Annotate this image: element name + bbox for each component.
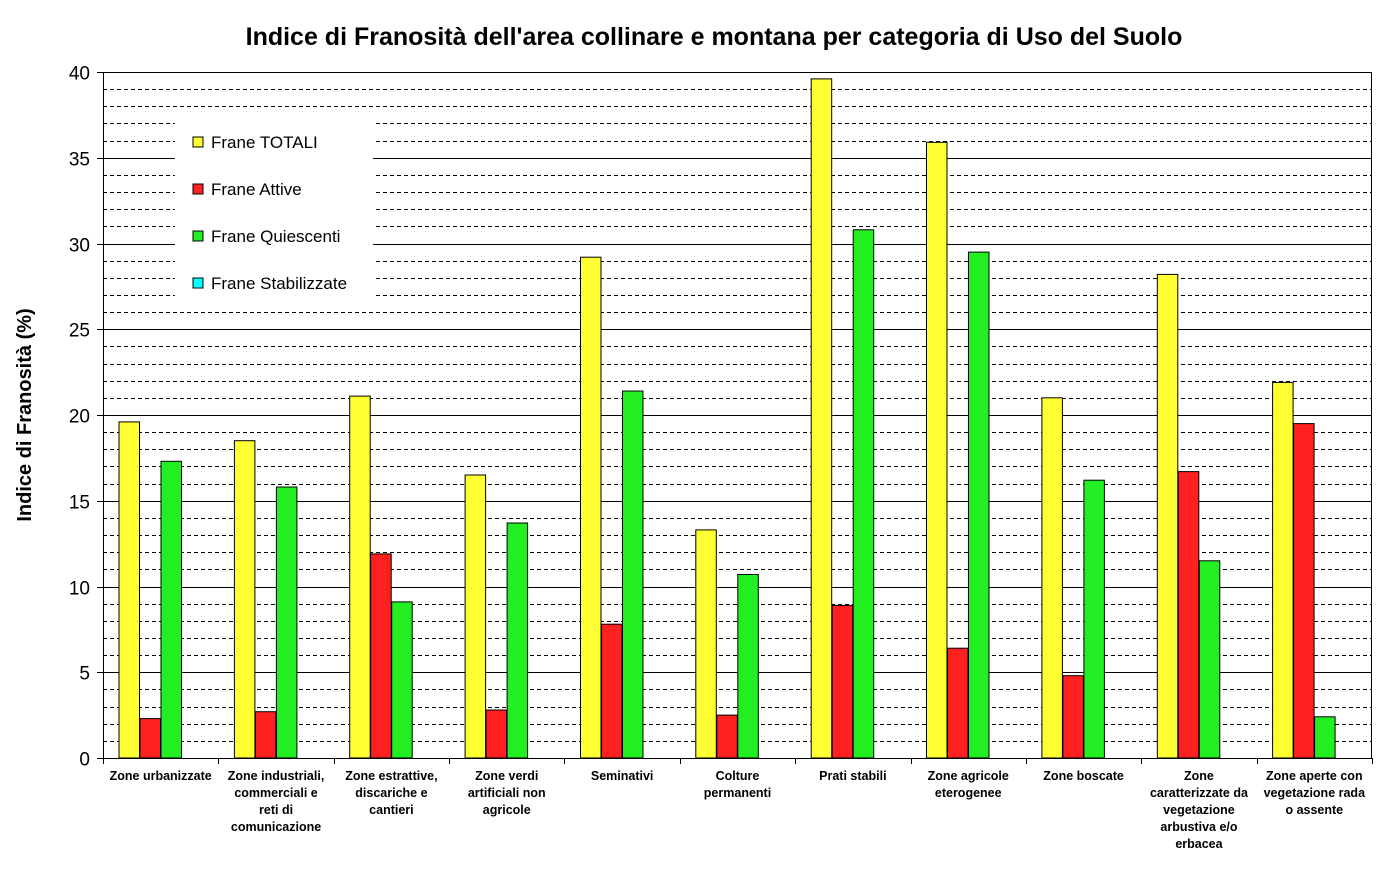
bar-frane-attive: [601, 623, 623, 759]
y-tick-label: 15: [69, 493, 90, 514]
bar-frane-quiescenti: [160, 460, 182, 759]
bar-frane-attive: [485, 709, 508, 759]
x-tick-label: Zone urbanizzate: [110, 769, 212, 783]
y-tick-label: 0: [79, 750, 90, 771]
y-tick-label: 20: [69, 407, 90, 428]
y-tick-label: 30: [69, 236, 90, 257]
bar-frane-attive: [716, 714, 738, 759]
bar-frane-quiescenti: [1314, 716, 1336, 759]
x-tick-label: Zone aperte con vegetazione rada o assente: [1264, 769, 1366, 817]
x-tick-labels: Zone urbanizzate Zone industriali, commerc…: [110, 769, 1366, 851]
chart-title: Indice di Franosità dell'area collinare …: [246, 23, 1183, 51]
legend-label: Frane Attive: [211, 180, 302, 199]
y-tick-label: 10: [69, 579, 90, 600]
legend-label: Frane Stabilizzate: [211, 274, 347, 293]
y-tick-labels: 0 5 10 15 20 25 30 35 40: [69, 64, 90, 771]
bar-frane-quiescenti: [622, 390, 644, 759]
bar-frane-quiescenti: [737, 574, 759, 759]
y-tick-label: 5: [79, 664, 90, 685]
bar-frane-totali: [233, 440, 256, 759]
legend-swatch: [192, 230, 204, 242]
legend-swatch: [192, 277, 204, 289]
y-tick-label: 40: [69, 64, 90, 85]
bar-frane-quiescenti: [968, 251, 990, 759]
y-axis-label: Indice di Franosità (%): [14, 308, 36, 521]
bar-frane-totali: [580, 256, 602, 759]
bar-frane-attive: [370, 553, 392, 759]
bar-frane-quiescenti: [852, 229, 875, 759]
bar-frane-quiescenti: [1198, 560, 1221, 759]
x-tick-label: Seminativi: [591, 769, 654, 783]
x-tick-label: Zone industriali, commerciali e reti di com…: [228, 769, 325, 834]
legend-label: Frane Quiescenti: [211, 227, 340, 246]
legend-swatch: [192, 136, 204, 148]
y-tick-label: 25: [69, 321, 90, 342]
bar-frane-quiescenti: [1083, 479, 1105, 759]
bar-frane-quiescenti: [275, 486, 298, 759]
legend-label: Frane TOTALI: [211, 133, 318, 152]
x-tick-label: Colture permanenti: [704, 769, 771, 800]
y-tick-label: 35: [69, 150, 90, 171]
bar-frane-totali: [1041, 397, 1063, 759]
bar-frane-attive: [139, 718, 161, 759]
x-tick-label: Zone agricole eterogenee: [928, 769, 1009, 800]
legend-swatch: [192, 183, 204, 195]
bar-frane-attive: [1177, 471, 1200, 759]
bar-frane-totali: [695, 529, 717, 759]
bar-frane-attive: [1062, 675, 1084, 759]
bar-frane-quiescenti: [391, 601, 413, 759]
bar-frane-totali: [349, 395, 371, 759]
bar-frane-totali: [464, 474, 487, 759]
x-tick-label: Zone boscate: [1043, 769, 1124, 783]
bar-frane-attive: [947, 647, 969, 759]
bar-frane-attive: [254, 711, 277, 759]
x-tick-label: Zone caratterizzate da vegetazione arbustiv…: [1150, 769, 1249, 851]
x-tick-label: Prati stabili: [819, 769, 886, 783]
bar-frane-totali: [1156, 273, 1179, 759]
bar-frane-totali: [810, 78, 833, 759]
bar-frane-quiescenti: [506, 522, 529, 759]
bar-frane-totali: [118, 421, 140, 759]
bar-frane-totali: [1272, 381, 1294, 759]
bar-frane-attive: [1293, 423, 1315, 759]
axes: [97, 72, 1373, 764]
x-tick-label: Zone verdi artificiali non agricole: [468, 769, 546, 817]
legend: Frane TOTALI Frane Attive Frane Quiescenti…: [175, 110, 373, 308]
legend-box: [175, 110, 373, 308]
bar-frane-totali: [926, 141, 948, 759]
bar-frane-attive: [831, 604, 854, 759]
x-tick-label: Zone estrattive, discariche e cantieri: [345, 769, 437, 817]
